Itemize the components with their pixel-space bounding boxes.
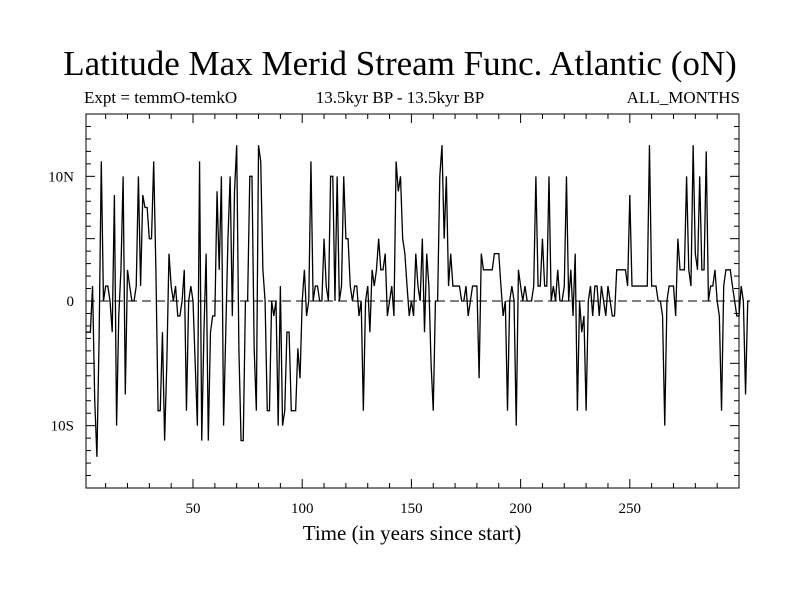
x-tick-label: 100 [291,501,314,517]
y-tick-label: 10N [48,169,74,185]
y-tick-label: 0 [67,294,75,310]
x-tick-label: 200 [509,501,532,517]
chart-title: Latitude Max Merid Stream Func. Atlantic… [63,44,737,83]
x-tick-label: 150 [400,501,423,517]
y-tick-label: 10S [51,419,74,435]
season-label: ALL_MONTHS [626,88,740,107]
series-line [86,145,750,457]
tick-labels: 50 100 150 200 250 10S 0 10N [48,169,641,517]
period-label: 13.5kyr BP - 13.5kyr BP [315,88,485,107]
x-tick-label: 250 [619,501,642,517]
experiment-label: Expt = temmO-temkO [84,88,238,107]
x-tick-label: 50 [186,501,201,517]
ticks-layer [86,113,740,489]
x-axis-label: Time (in years since start) [303,521,522,545]
